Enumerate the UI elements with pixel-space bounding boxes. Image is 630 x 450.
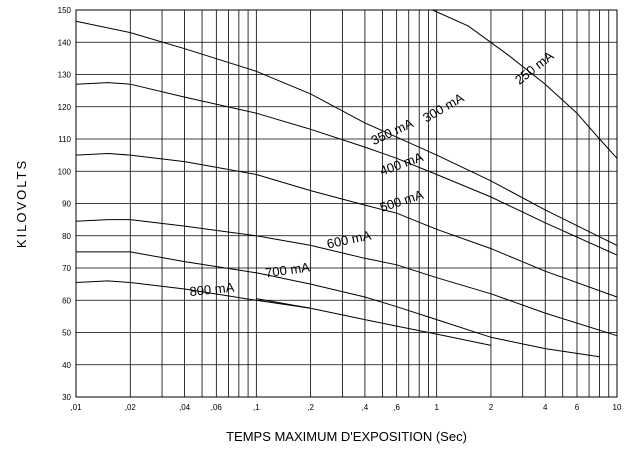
series-label: 300 mA xyxy=(420,90,467,126)
y-tick-label: 30 xyxy=(62,393,71,402)
series-line xyxy=(75,82,618,256)
series-label: 700 mA xyxy=(264,259,311,280)
y-tick-label: 110 xyxy=(58,135,71,144)
y-tick-label: 130 xyxy=(58,71,72,80)
y-tick-label: 140 xyxy=(58,38,72,47)
y-tick-label: 120 xyxy=(58,103,72,112)
series-line xyxy=(75,152,618,298)
x-tick-label: ,01 xyxy=(70,403,82,412)
x-tick-label: ,4 xyxy=(362,403,369,412)
series-line xyxy=(75,20,618,246)
series-line xyxy=(75,219,618,337)
series-label: 500 mA xyxy=(378,187,426,215)
x-tick-label: ,02 xyxy=(125,403,137,412)
y-tick-label: 40 xyxy=(62,361,71,370)
series-label: 600 mA xyxy=(325,227,372,251)
series-line xyxy=(76,251,600,358)
x-tick-label: ,2 xyxy=(307,403,314,412)
x-tick-label: 6 xyxy=(575,403,580,412)
y-axis-title: KILOVOLTS xyxy=(14,159,29,248)
y-tick-label: 100 xyxy=(58,167,72,176)
plot-frame xyxy=(75,9,618,398)
y-tick-label: 150 xyxy=(58,6,72,15)
series-label: 250 mA xyxy=(512,48,557,88)
y-tick-label: 50 xyxy=(62,329,71,338)
x-tick-label: ,06 xyxy=(211,403,223,412)
y-tick-label: 70 xyxy=(62,264,71,273)
series-label: 800 mA xyxy=(189,279,235,299)
series-line xyxy=(75,280,492,346)
x-tick-label: 1 xyxy=(434,403,439,412)
x-tick-label: ,04 xyxy=(179,403,191,412)
x-tick-labels: ,01 ,02 ,04 ,06 ,1 ,2 ,4 ,6 1 2 4 6 10 xyxy=(70,403,622,412)
series-line xyxy=(256,298,311,309)
x-tick-label: 4 xyxy=(543,403,548,412)
x-tick-label: 2 xyxy=(489,403,494,412)
x-tick-label: 10 xyxy=(613,403,622,412)
y-tick-labels: 30 40 50 60 70 80 90 100 110 120 130 140 150 xyxy=(58,6,72,402)
series-line xyxy=(432,9,618,159)
y-tick-label: 90 xyxy=(62,200,71,209)
x-tick-label: ,6 xyxy=(393,403,400,412)
y-tick-label: 80 xyxy=(62,232,71,241)
series-label: 400 mA xyxy=(378,149,426,179)
x-tick-label: ,1 xyxy=(253,403,260,412)
series-curves xyxy=(75,9,618,358)
x-axis-title: TEMPS MAXIMUM D'EXPOSITION (Sec) xyxy=(226,429,467,444)
y-tick-label: 60 xyxy=(62,296,71,305)
